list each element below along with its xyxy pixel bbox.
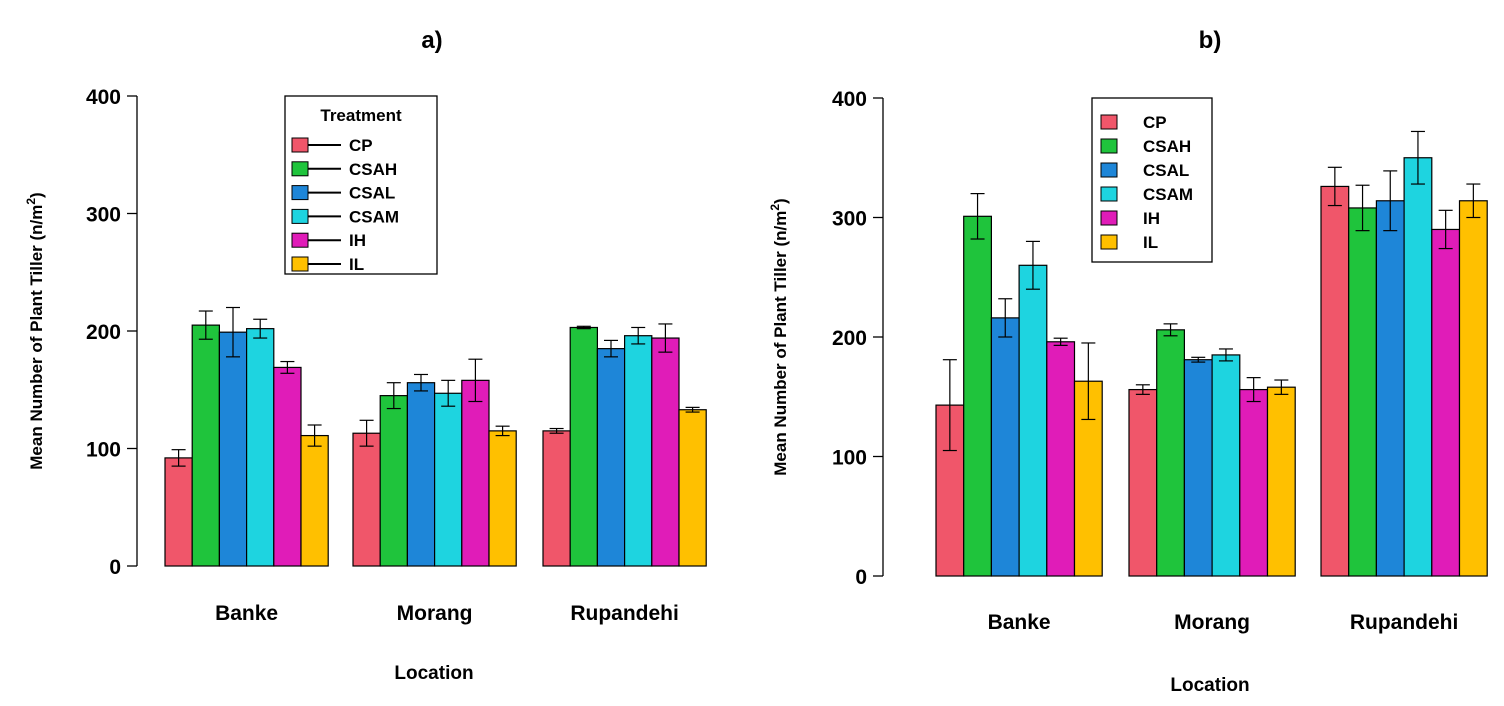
legend-label: CP <box>349 136 373 155</box>
bar-cp-banke <box>164 457 193 567</box>
panel-title: b) <box>1199 27 1222 54</box>
bar-ih-banke <box>273 366 302 567</box>
bar-csah-banke <box>963 215 993 577</box>
y-axis-label-superscript: 2 <box>24 198 38 205</box>
y-tick-label: 0 <box>109 556 121 579</box>
legend-swatch-csah <box>291 161 309 177</box>
y-axis-label-close: ) <box>771 198 790 204</box>
bar-csam-banke <box>246 328 275 567</box>
chart-panel-b: b) 0 100 200 300 400 Mean Number of Plant Till… <box>768 27 1488 696</box>
y-tick-label: 100 <box>86 439 121 462</box>
legend: CP CSAH CSAL CSAM IH IL <box>1091 97 1213 263</box>
category-label: Morang <box>1174 611 1250 634</box>
legend-swatch-cp <box>291 137 309 153</box>
y-tick-label: 0 <box>855 566 867 589</box>
bar-csah-morang <box>1156 329 1185 577</box>
legend-swatch-csah <box>1100 138 1118 154</box>
bar-csam-rupandehi <box>623 335 653 567</box>
bar-csal-banke <box>218 331 248 567</box>
bar-cp-morang <box>1128 388 1158 577</box>
legend-label: CSAM <box>349 207 399 226</box>
bar-il-rupandehi <box>678 409 707 567</box>
legend-label: CSAM <box>1143 185 1193 204</box>
bar-cp-morang <box>352 432 381 567</box>
y-axis-label-superscript: 2 <box>768 204 782 211</box>
y-tick-label: 300 <box>86 204 121 227</box>
legend-swatch-ih <box>291 232 309 248</box>
legend-label: IH <box>349 231 366 250</box>
bar-csal-rupandehi <box>596 348 626 567</box>
y-axis-label-text: Mean Number of Plant Tiller (n/m <box>27 205 46 470</box>
bar-cp-rupandehi <box>1320 185 1350 577</box>
y-axis-label-close: ) <box>27 192 46 198</box>
y-tick-label: 200 <box>86 321 121 344</box>
legend-swatch-csam <box>1100 186 1118 202</box>
bar-ih-rupandehi <box>651 337 680 567</box>
legend-swatch-il <box>1100 234 1118 250</box>
bar-csam-morang <box>434 392 463 567</box>
panel-title: a) <box>421 27 442 54</box>
bar-csam-rupandehi <box>1403 157 1433 577</box>
y-tick-label: 400 <box>86 86 121 109</box>
legend-swatch-csal <box>1100 162 1118 178</box>
x-axis-label: Location <box>394 663 473 684</box>
legend-swatch-ih <box>1100 210 1118 226</box>
y-axis-label: Mean Number of Plant Tiller (n/m2) <box>768 198 790 475</box>
legend-box <box>284 95 438 275</box>
legend-swatch-csal <box>291 185 309 201</box>
legend-label: CP <box>1143 113 1167 132</box>
y-tick-label: 200 <box>832 327 867 350</box>
bar-csah-rupandehi <box>1348 207 1377 577</box>
legend-swatch-csam <box>291 208 309 224</box>
legend-label: IL <box>1143 233 1158 252</box>
bar-il-morang <box>1266 386 1296 577</box>
legend-label: CSAH <box>349 160 397 179</box>
bar-il-morang <box>488 430 517 567</box>
bar-csal-morang <box>406 382 436 567</box>
y-tick-label: 100 <box>832 447 867 470</box>
legend-label: IL <box>349 255 364 274</box>
bar-il-banke <box>300 434 329 567</box>
y-axis-label: Mean Number of Plant Tiller (n/m2) <box>24 192 46 469</box>
bar-csam-morang <box>1211 354 1241 577</box>
legend-label: IH <box>1143 209 1160 228</box>
legend-label: CSAL <box>349 184 395 203</box>
bar-csal-morang <box>1183 359 1213 577</box>
bar-csal-rupandehi <box>1375 200 1405 577</box>
y-axis-label-text: Mean Number of Plant Tiller (n/m <box>771 211 790 476</box>
legend-title: Treatment <box>320 106 402 125</box>
bar-csah-rupandehi <box>569 326 599 567</box>
bar-ih-rupandehi <box>1431 228 1461 577</box>
bar-csah-morang <box>379 395 409 567</box>
category-label: Banke <box>988 611 1051 634</box>
legend-label: CSAH <box>1143 137 1191 156</box>
bar-ih-banke <box>1046 341 1076 577</box>
bar-ih-morang <box>461 379 490 567</box>
bar-il-rupandehi <box>1458 200 1488 577</box>
category-label: Morang <box>397 602 473 625</box>
legend: Treatment CP CSAH CSAL CSAM IH IL <box>284 95 438 275</box>
category-label: Rupandehi <box>570 602 679 625</box>
bar-csal-banke <box>990 317 1020 577</box>
bar-csam-banke <box>1018 264 1048 577</box>
bar-csah-banke <box>191 324 220 567</box>
bar-ih-morang <box>1239 388 1269 577</box>
category-label: Rupandehi <box>1350 611 1459 634</box>
chart-panel-a: a) 0 100 200 300 400 Mean Number of Plant Till… <box>24 27 707 684</box>
legend-swatch-il <box>291 256 309 272</box>
category-label: Banke <box>215 602 278 625</box>
y-tick-label: 300 <box>832 208 867 231</box>
x-axis-label: Location <box>1170 675 1249 696</box>
legend-label: CSAL <box>1143 161 1189 180</box>
bar-cp-rupandehi <box>542 430 571 567</box>
legend-swatch-cp <box>1100 114 1118 130</box>
y-tick-label: 400 <box>832 88 867 111</box>
